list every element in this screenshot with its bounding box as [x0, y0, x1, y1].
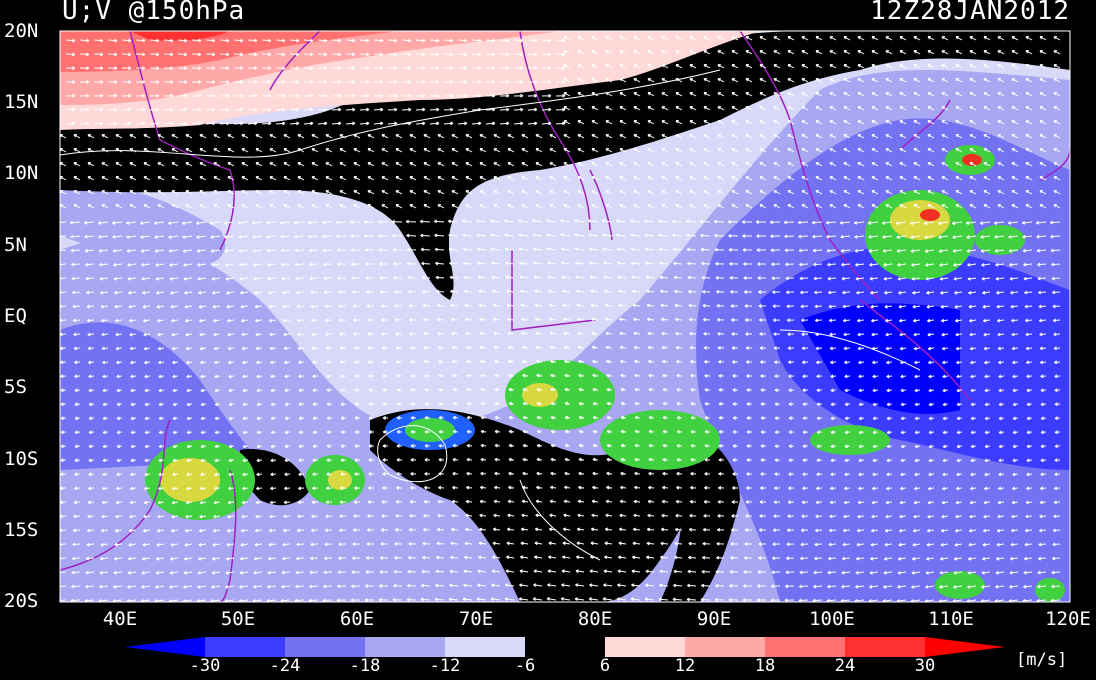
field-bright-red [130, 31, 230, 41]
lon-label-80e: 80E [577, 608, 613, 630]
lat-label-5s: 5S [4, 376, 27, 398]
calm-southwest [239, 449, 310, 506]
colorbar-label: -6 [514, 656, 536, 676]
field-red [60, 31, 400, 72]
plot-timestamp: 12Z28JAN2012 [870, 0, 1070, 26]
lon-label-70e: 70E [458, 608, 494, 630]
lon-label-50e: 50E [220, 608, 256, 630]
lat-label-5n: 5N [4, 234, 27, 256]
lat-label-10s: 10S [4, 448, 39, 470]
lat-label-20s: 20S [4, 590, 39, 612]
colorbar-label: 6 [599, 656, 611, 676]
lon-label-60e: 60E [339, 608, 375, 630]
colorbar-label: -12 [429, 656, 461, 676]
lat-label-15n: 15N [4, 91, 39, 113]
calm-southeast [660, 420, 740, 602]
plot-title: U;V @150hPa [62, 0, 246, 26]
field-blue-west [60, 184, 226, 269]
colorbar-label: -18 [349, 656, 381, 676]
lon-label-110e: 110E [928, 608, 974, 630]
field-medium-blue-2 [60, 322, 260, 470]
lon-label-120e: 120E [1045, 608, 1091, 630]
colorbar-label: -24 [269, 656, 301, 676]
lon-label-90e: 90E [696, 608, 732, 630]
lon-label-100e: 100E [809, 608, 855, 630]
contours [60, 69, 921, 561]
colorbar-label: 30 [914, 656, 936, 676]
map-frame [59, 30, 1071, 603]
field-deep-blue [800, 303, 960, 414]
lat-label-eq: EQ [4, 305, 27, 327]
lon-label-40e: 40E [102, 608, 138, 630]
lat-label-10n: 10N [4, 162, 39, 184]
wind-vector-field [60, 36, 1061, 602]
colorbar-units: [m/s] [1016, 650, 1068, 670]
colorbar-label: 18 [754, 656, 776, 676]
colorbar-label: -30 [189, 656, 221, 676]
lat-label-20n: 20N [4, 20, 39, 42]
lat-label-15s: 15S [4, 519, 39, 541]
rain-cells [145, 145, 1065, 602]
colorbar-label: 12 [674, 656, 696, 676]
colorbar-label: 24 [834, 656, 856, 676]
wind-vectors [60, 36, 1061, 602]
